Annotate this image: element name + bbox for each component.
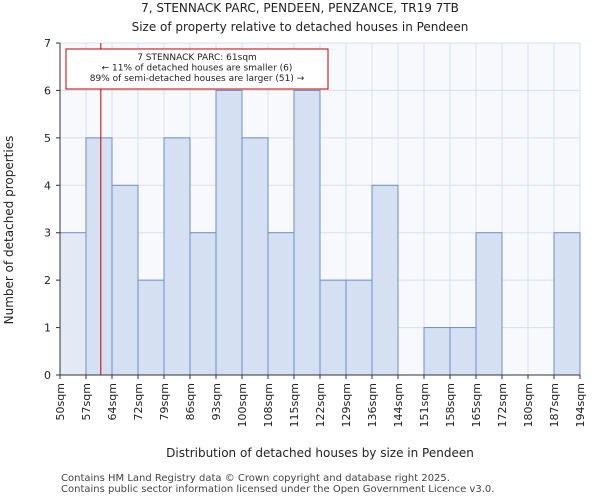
bar-64sqm	[111, 184, 139, 376]
x-tick-label: 93sqm	[210, 383, 223, 420]
annotation-line-3: 89% of semi-detached houses are larger (…	[90, 74, 305, 84]
y-axis-label: Number of detached properties	[2, 136, 16, 325]
y-tick-label: 3	[44, 227, 51, 240]
x-tick-label: 115sqm	[288, 383, 301, 427]
annotation-line-2: ← 11% of detached houses are smaller (6)	[102, 64, 293, 74]
x-tick-label: 100sqm	[236, 383, 249, 427]
bar-115sqm	[293, 89, 321, 376]
x-tick-label: 57sqm	[80, 383, 93, 420]
bar-129sqm	[345, 279, 373, 376]
x-tick-label: 172sqm	[496, 383, 509, 427]
bar-122sqm	[319, 279, 347, 376]
x-axis-label: Distribution of detached houses by size …	[166, 446, 474, 460]
bar-136sqm	[371, 184, 399, 376]
bar-151sqm	[423, 327, 451, 376]
x-tick-label: 72sqm	[132, 383, 145, 420]
x-tick-label: 151sqm	[418, 383, 431, 427]
x-tick-label: 122sqm	[314, 383, 327, 427]
x-tick-label: 144sqm	[392, 383, 405, 427]
x-tick-label: 64sqm	[106, 383, 119, 420]
chart-title: 7, STENNACK PARC, PENDEEN, PENZANCE, TR1…	[141, 1, 459, 15]
x-tick-label: 194sqm	[574, 383, 587, 427]
x-tick-label: 136sqm	[366, 383, 379, 427]
x-tick-label: 158sqm	[444, 383, 457, 427]
footer-line-2: Contains public sector information licen…	[61, 484, 495, 495]
x-tick-label: 180sqm	[522, 383, 535, 427]
footer-line-1: Contains HM Land Registry data © Crown c…	[61, 473, 450, 484]
bar-187sqm	[553, 232, 581, 376]
y-tick-label: 4	[44, 179, 51, 192]
y-tick-label: 1	[44, 322, 51, 335]
tick-labels: 0 1 2 3 4 5 6 7 50sqm 57sqm 64sqm 72sqm 79sqm 86sqm 93…	[44, 37, 587, 427]
y-tick-label: 5	[44, 132, 51, 145]
bar-108sqm	[267, 232, 295, 376]
x-tick-label: 129sqm	[340, 383, 353, 427]
bar-165sqm	[475, 232, 503, 376]
bar-72sqm	[137, 279, 165, 376]
bar-93sqm	[215, 89, 243, 376]
annotation-frame	[65, 48, 329, 90]
y-tick-label: 6	[44, 84, 51, 97]
bar-158sqm	[449, 327, 477, 376]
x-tick-label: 79sqm	[158, 383, 171, 420]
annotation-box: 7 STENNACK PARC: 61sqm← 11% of detached …	[65, 48, 329, 90]
bar-57sqm	[85, 137, 113, 376]
bar-100sqm	[241, 137, 269, 376]
annotation-line-1: 7 STENNACK PARC: 61sqm	[137, 53, 257, 63]
y-tick-label: 0	[44, 369, 51, 382]
y-tick-label: 2	[44, 274, 51, 287]
x-tick-label: 165sqm	[470, 383, 483, 427]
x-tick-label: 50sqm	[54, 383, 67, 420]
bar-50sqm	[59, 232, 87, 376]
chart-subtitle: Size of property relative to detached ho…	[132, 20, 469, 34]
x-tick-label: 86sqm	[184, 383, 197, 420]
bar-79sqm	[163, 137, 191, 376]
y-tick-label: 7	[44, 37, 51, 50]
x-tick-label: 108sqm	[262, 383, 275, 427]
x-tick-label: 187sqm	[548, 383, 561, 427]
bar-86sqm	[189, 232, 217, 376]
bars	[59, 89, 581, 376]
